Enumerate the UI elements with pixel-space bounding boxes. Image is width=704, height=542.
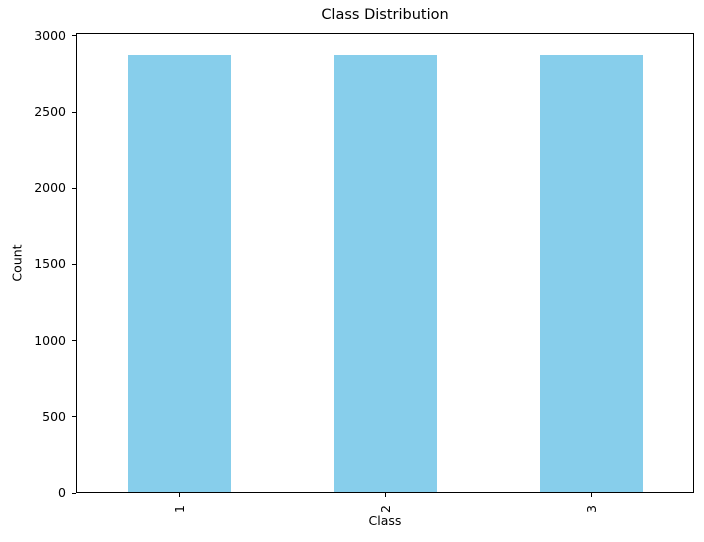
y-tick-mark	[72, 263, 76, 265]
y-tick-label: 2500	[34, 104, 66, 120]
y-tick-label: 3000	[34, 27, 66, 43]
y-tick-mark	[72, 35, 76, 37]
bar	[333, 54, 437, 492]
y-tick-mark	[72, 340, 76, 342]
x-tick-mark	[178, 493, 180, 497]
y-tick-mark	[72, 111, 76, 113]
y-tick-label: 500	[42, 408, 66, 424]
bar	[127, 54, 231, 492]
y-tick-mark	[72, 416, 76, 418]
x-tick-mark	[384, 493, 386, 497]
x-axis-label: Class	[368, 513, 402, 528]
y-tick-label: 1000	[34, 332, 66, 348]
y-tick-label: 0	[58, 485, 66, 500]
y-tick-label: 2000	[34, 180, 66, 196]
chart-title: Class Distribution	[321, 7, 449, 23]
y-tick-mark	[72, 492, 76, 494]
x-tick-mark	[590, 493, 592, 497]
bar	[539, 54, 643, 492]
y-tick-mark	[72, 187, 76, 189]
y-tick-label: 1500	[34, 256, 66, 272]
